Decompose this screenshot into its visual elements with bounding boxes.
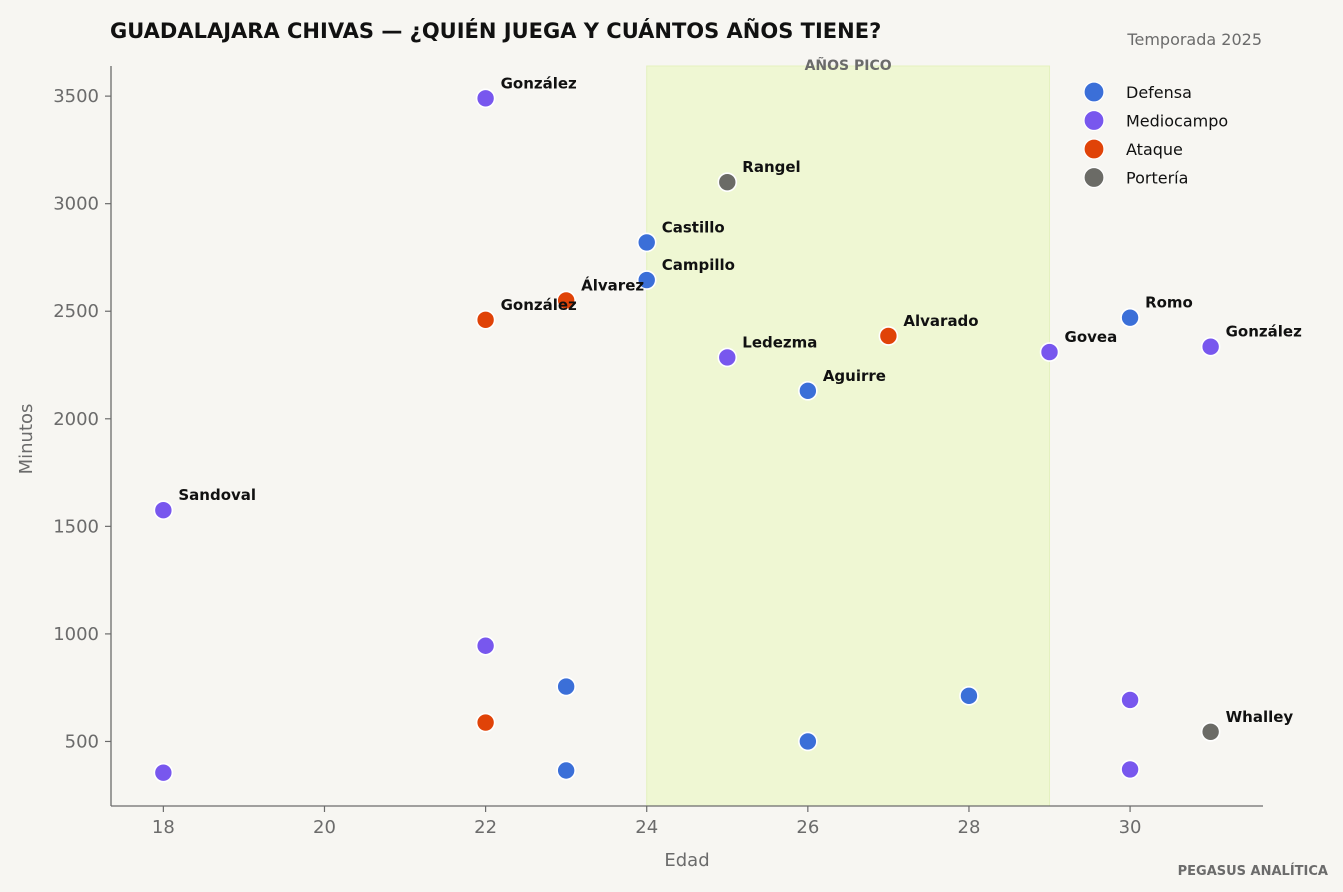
legend-swatch bbox=[1083, 138, 1105, 160]
y-axis-label: Minutos bbox=[16, 404, 37, 475]
data-point-mediocampo bbox=[1120, 690, 1140, 710]
point-label: Aguirre bbox=[823, 367, 886, 385]
x-tick-label: 22 bbox=[474, 817, 497, 838]
data-points bbox=[153, 88, 1221, 783]
data-point-ataque bbox=[475, 310, 496, 330]
legend-swatch bbox=[1083, 109, 1105, 132]
y-tick-label: 3500 bbox=[53, 86, 99, 107]
data-point-portería bbox=[717, 172, 738, 192]
data-point-defensa bbox=[556, 760, 576, 781]
chart-title: GUADALAJARA CHIVAS — ¿QUIÉN JUEGA Y CUÁN… bbox=[110, 18, 881, 43]
x-axis-label: Edad bbox=[664, 850, 709, 871]
y-tick-label: 3000 bbox=[53, 194, 99, 215]
point-labels: Castillo Campillo Romo Aguirre González Ledez… bbox=[178, 74, 1302, 726]
legend-swatch bbox=[1083, 166, 1105, 189]
data-point-mediocampo bbox=[1200, 336, 1221, 357]
data-point-mediocampo bbox=[717, 347, 738, 368]
x-tick-label: 24 bbox=[635, 817, 658, 838]
data-point-mediocampo bbox=[153, 500, 174, 521]
credit-text: PEGASUS ANALÍTICA bbox=[1178, 863, 1328, 879]
data-point-mediocampo bbox=[1039, 342, 1060, 362]
point-label: Rangel bbox=[742, 158, 800, 176]
legend-label: Defensa bbox=[1126, 83, 1192, 102]
point-label: Alvarado bbox=[903, 312, 978, 330]
data-point-mediocampo bbox=[153, 762, 174, 783]
y-tick-label: 500 bbox=[65, 731, 99, 752]
point-label: Castillo bbox=[662, 218, 725, 236]
point-label: González bbox=[501, 74, 577, 92]
peak-years-band-layer: AÑOS PICO bbox=[646, 57, 1051, 807]
data-point-defensa bbox=[636, 232, 657, 253]
data-point-defensa bbox=[1120, 307, 1140, 328]
point-label: Campillo bbox=[662, 256, 735, 274]
legend-label: Portería bbox=[1126, 169, 1188, 188]
axes: 18 20 22 24 26 28 30 500 1000 1500 2000 2500 3000 350… bbox=[53, 66, 1263, 838]
y-tick-label: 1000 bbox=[53, 624, 99, 645]
point-label: Ledezma bbox=[742, 333, 817, 351]
y-tick-label: 1500 bbox=[53, 516, 99, 537]
legend-label: Ataque bbox=[1126, 140, 1183, 159]
point-label: Álvarez bbox=[581, 275, 644, 294]
data-point-defensa bbox=[798, 731, 818, 752]
data-point-defensa bbox=[959, 686, 979, 706]
point-label: Romo bbox=[1145, 294, 1193, 312]
x-tick-label: 18 bbox=[152, 817, 175, 838]
data-point-ataque bbox=[556, 290, 576, 311]
legend: Defensa Mediocampo Ataque Portería bbox=[1083, 81, 1228, 189]
legend-label: Mediocampo bbox=[1126, 112, 1228, 131]
point-label: Whalley bbox=[1226, 708, 1294, 726]
y-tick-label: 2500 bbox=[53, 301, 99, 322]
point-label: Govea bbox=[1065, 328, 1118, 346]
peak-years-band bbox=[646, 65, 1051, 807]
data-point-mediocampo bbox=[475, 635, 496, 656]
data-point-ataque bbox=[475, 712, 496, 733]
x-tick-label: 20 bbox=[313, 817, 336, 838]
x-tick-label: 28 bbox=[958, 817, 981, 838]
y-tick-label: 2000 bbox=[53, 409, 99, 430]
point-label: Sandoval bbox=[178, 486, 256, 504]
point-label: González bbox=[1226, 323, 1302, 341]
data-point-mediocampo bbox=[1120, 759, 1140, 780]
x-tick-label: 30 bbox=[1119, 817, 1142, 838]
x-tick-label: 26 bbox=[796, 817, 819, 838]
point-label: González bbox=[501, 296, 577, 314]
legend-swatch bbox=[1083, 81, 1105, 103]
data-point-defensa bbox=[798, 381, 818, 401]
data-point-defensa bbox=[556, 676, 576, 697]
data-point-portería bbox=[1200, 721, 1221, 742]
data-point-ataque bbox=[878, 326, 899, 346]
peak-years-label: AÑOS PICO bbox=[805, 57, 892, 74]
chart-subtitle: Temporada 2025 bbox=[1126, 30, 1262, 49]
data-point-defensa bbox=[636, 270, 657, 290]
data-point-mediocampo bbox=[475, 88, 496, 109]
